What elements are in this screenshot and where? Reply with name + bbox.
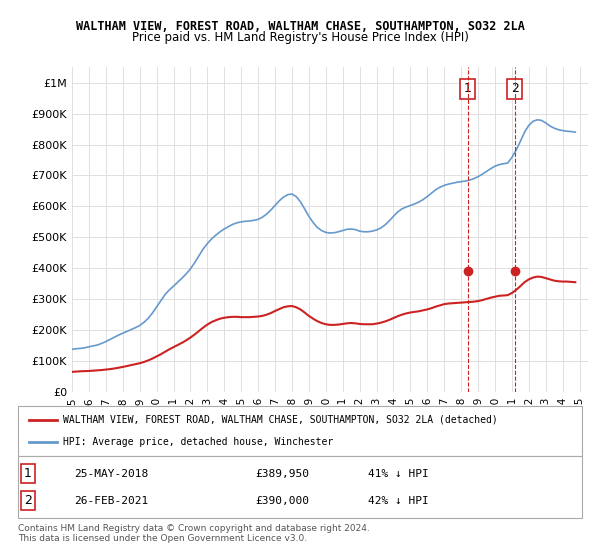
Text: 2: 2 (511, 82, 518, 95)
Text: Price paid vs. HM Land Registry's House Price Index (HPI): Price paid vs. HM Land Registry's House … (131, 31, 469, 44)
Text: £390,000: £390,000 (255, 496, 309, 506)
Text: 1: 1 (23, 467, 32, 480)
Text: £389,950: £389,950 (255, 469, 309, 479)
Text: 25-MAY-2018: 25-MAY-2018 (74, 469, 149, 479)
Text: 2: 2 (23, 494, 32, 507)
Text: 1: 1 (464, 82, 472, 95)
Text: 26-FEB-2021: 26-FEB-2021 (74, 496, 149, 506)
Text: 42% ↓ HPI: 42% ↓ HPI (368, 496, 428, 506)
Text: 41% ↓ HPI: 41% ↓ HPI (368, 469, 428, 479)
Text: Contains HM Land Registry data © Crown copyright and database right 2024.
This d: Contains HM Land Registry data © Crown c… (18, 524, 370, 543)
FancyBboxPatch shape (18, 406, 582, 456)
Text: HPI: Average price, detached house, Winchester: HPI: Average price, detached house, Winc… (63, 437, 334, 447)
FancyBboxPatch shape (18, 456, 582, 518)
Text: WALTHAM VIEW, FOREST ROAD, WALTHAM CHASE, SOUTHAMPTON, SO32 2LA (detached): WALTHAM VIEW, FOREST ROAD, WALTHAM CHASE… (63, 414, 498, 424)
Text: WALTHAM VIEW, FOREST ROAD, WALTHAM CHASE, SOUTHAMPTON, SO32 2LA: WALTHAM VIEW, FOREST ROAD, WALTHAM CHASE… (76, 20, 524, 32)
